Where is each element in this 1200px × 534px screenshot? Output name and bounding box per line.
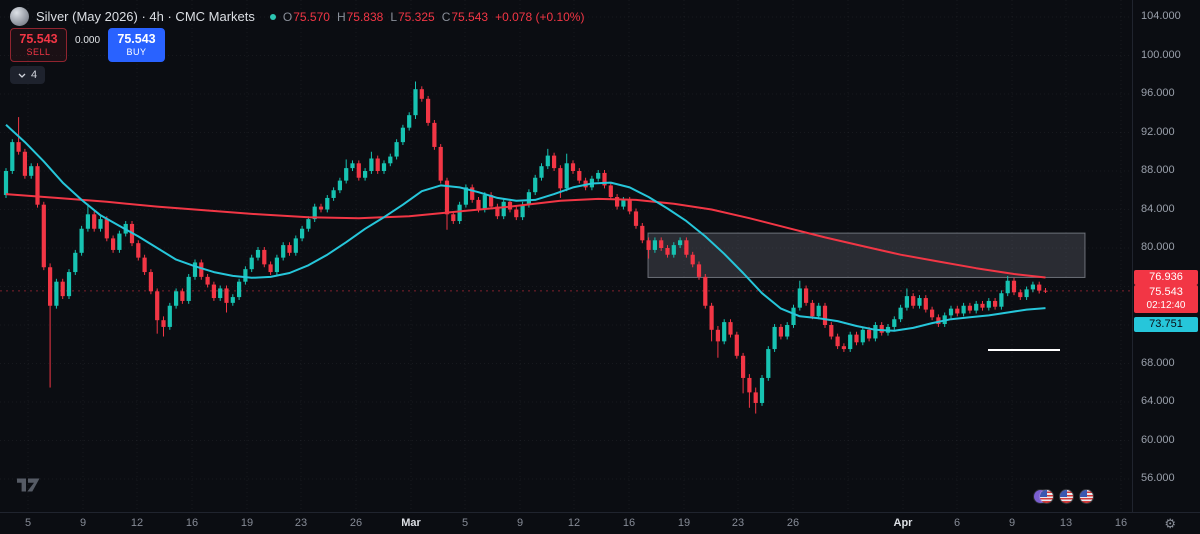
tradingview-logo[interactable]	[16, 477, 42, 498]
price-axis-label: 96.000	[1141, 87, 1175, 99]
low-label: L	[390, 9, 397, 24]
time-axis-label: 5	[461, 517, 469, 529]
time-axis-label: 9	[79, 517, 87, 529]
time-axis[interactable]: ⚙ 5 9 12 16 19 23 26 Mar 5 9 12 16 19 23 26 Apr 6 9 13 16	[0, 512, 1200, 534]
price-axis-label: 64.000	[1141, 395, 1175, 407]
ohlc-close: C 75.543	[442, 10, 488, 24]
current-price-tag: 75.543 02:12:40	[1134, 284, 1198, 313]
time-axis-label: 6	[953, 517, 961, 529]
low-value: 75.325	[398, 9, 435, 24]
time-axis-label: 13	[1059, 517, 1073, 529]
time-axis-label: 26	[786, 517, 800, 529]
collapsed-count: 4	[31, 69, 38, 81]
chevron-down-icon	[18, 73, 26, 78]
price-axis-label: 104.000	[1141, 10, 1181, 22]
open-value: 75.570	[293, 9, 330, 24]
collapsed-indicators-chip[interactable]: 4	[10, 66, 46, 84]
candles	[3, 81, 1048, 414]
price-axis-label: 92.000	[1141, 125, 1175, 138]
event-marker-cluster[interactable]	[1034, 490, 1053, 503]
time-axis-label: 9	[516, 517, 524, 529]
price-axis-label: 56.000	[1141, 472, 1175, 484]
time-axis-label: 23	[294, 517, 308, 529]
sell-button[interactable]: 75.543 SELL	[10, 28, 67, 62]
time-axis-label: 26	[349, 517, 363, 529]
time-axis-label: 19	[240, 517, 254, 529]
ma-slow-line[interactable]	[5, 193, 1046, 279]
price-axis-label: 84.000	[1141, 202, 1175, 215]
price-axis-label: 60.000	[1141, 433, 1175, 446]
price-axis-label: 80.000	[1141, 241, 1175, 253]
settings-gear-icon[interactable]: ⚙	[1164, 516, 1176, 531]
time-axis-label: 12	[567, 517, 581, 529]
time-axis-label: 9	[1008, 517, 1016, 529]
buy-button[interactable]: 75.543 BUY	[108, 28, 166, 62]
time-axis-label: Apr	[893, 517, 913, 529]
time-axis-label: 5	[24, 517, 32, 529]
ohlc-high: H 75.838	[337, 10, 383, 24]
ohlc-low: L 75.325	[390, 10, 434, 24]
event-markers	[1034, 490, 1093, 503]
time-axis-label: 16	[185, 517, 199, 529]
ma-fast-line[interactable]	[5, 124, 1046, 332]
change-value: +0.078 (+0.10%)	[495, 9, 585, 24]
price-axis[interactable]: 104.000 100.000 96.000 92.000 88.000 84.000 80…	[1132, 0, 1200, 512]
spread-value: 0.000	[75, 35, 101, 46]
time-axis-label: 23	[731, 517, 745, 529]
buy-price: 75.543	[117, 32, 156, 46]
trade-widget: 75.543 SELL 0.000 75.543 BUY	[10, 28, 166, 62]
symbol-title[interactable]: Silver (May 2026) · 4h · CMC Markets	[36, 9, 255, 24]
high-value: 75.838	[346, 9, 384, 24]
instrument-icon	[10, 7, 29, 26]
market-status-icon	[269, 13, 276, 20]
buy-label: BUY	[126, 47, 147, 57]
us-flag-icon	[1040, 490, 1053, 503]
time-axis-label: 12	[130, 517, 144, 529]
us-flag-icon[interactable]	[1080, 490, 1093, 503]
us-flag-icon[interactable]	[1060, 490, 1073, 503]
sell-price: 75.543	[19, 32, 58, 46]
sell-label: SELL	[26, 47, 51, 57]
time-axis-label: 19	[677, 517, 691, 529]
price-axis-label: 88.000	[1141, 164, 1175, 176]
ma-slow-price-tag: 76.936	[1134, 269, 1198, 285]
ohlc-open: O 75.570	[283, 10, 330, 24]
close-value: 75.543	[451, 9, 489, 24]
price-axis-label: 100.000	[1141, 48, 1181, 61]
ma-fast-price-tag: 73.751	[1134, 316, 1198, 332]
time-axis-label: 16	[622, 517, 636, 529]
rectangle-drawing[interactable]	[647, 232, 1086, 278]
close-label: C	[441, 9, 451, 24]
time-axis-label: 16	[1114, 517, 1128, 529]
high-label: H	[336, 9, 346, 24]
time-axis-label: Mar	[401, 517, 421, 529]
price-axis-label: 68.000	[1141, 356, 1175, 369]
symbol-header: Silver (May 2026) · 4h · CMC Markets O 7…	[10, 7, 584, 26]
open-label: O	[282, 9, 293, 24]
